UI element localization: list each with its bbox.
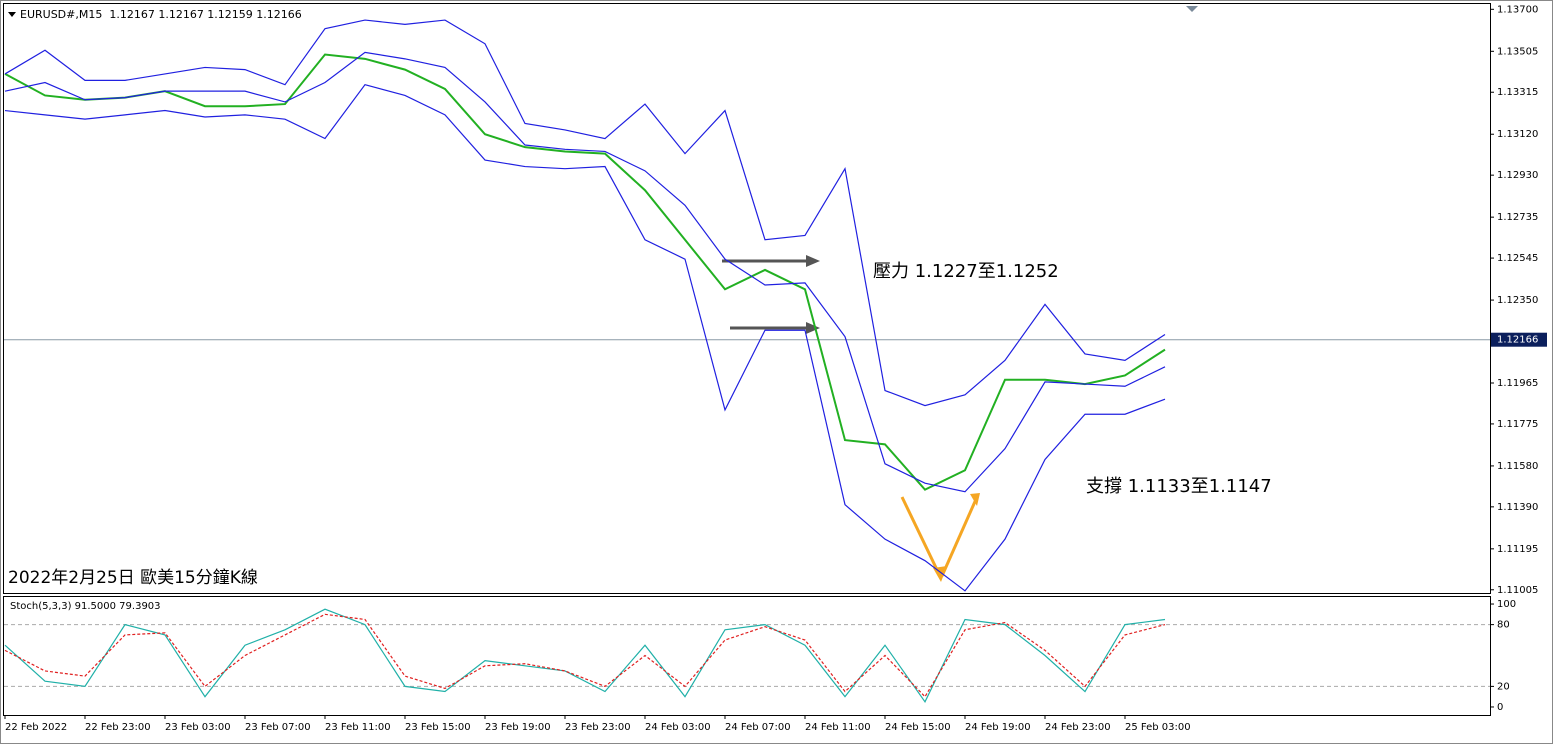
last-price-label: 1.12166 <box>1497 335 1538 346</box>
arrow-head <box>806 322 820 334</box>
x-tick-label: 23 Feb 23:00 <box>565 722 631 733</box>
x-tick-label: 23 Feb 07:00 <box>245 722 311 733</box>
y-tick-label: 1.11195 <box>1497 544 1538 555</box>
y-tick-label: 1.13120 <box>1497 129 1538 140</box>
resistance-arrows <box>722 255 820 334</box>
y-tick-label: 1.11390 <box>1497 502 1538 513</box>
x-tick-label: 24 Feb 23:00 <box>1045 722 1111 733</box>
series-line <box>4 608 1166 703</box>
resistance-note: 壓力 1.1227至1.1252 <box>873 261 1059 282</box>
x-tick-label: 23 Feb 11:00 <box>325 722 391 733</box>
arrow-head <box>806 255 820 267</box>
x-tick-label: 23 Feb 19:00 <box>485 722 551 733</box>
y-tick-label: 1.13315 <box>1497 87 1538 98</box>
y-tick-label: 80 <box>1497 620 1510 631</box>
chart-caption: 2022年2月25日 歐美15分鐘K線 <box>8 568 258 588</box>
x-tick-label: 24 Feb 19:00 <box>965 722 1031 733</box>
y-tick-label: 1.12930 <box>1497 170 1538 181</box>
x-tick-label: 24 Feb 07:00 <box>725 722 791 733</box>
x-tick-label: 24 Feb 11:00 <box>805 722 871 733</box>
x-tick-label: 23 Feb 03:00 <box>165 722 231 733</box>
support-note: 支撐 1.1133至1.1147 <box>1086 476 1272 497</box>
x-tick-label: 22 Feb 23:00 <box>85 722 151 733</box>
y-tick-label: 1.11580 <box>1497 461 1538 472</box>
y-tick-label: 1.11965 <box>1497 378 1538 389</box>
x-tick-label: 24 Feb 03:00 <box>645 722 711 733</box>
y-tick-label: 100 <box>1497 599 1516 610</box>
stoch-header: Stoch(5,3,3) 91.5000 79.3903 <box>10 601 161 612</box>
arrow-line <box>900 496 942 577</box>
y-tick-label: 1.13505 <box>1497 46 1538 57</box>
series-line <box>4 19 1166 407</box>
x-tick-label: 23 Feb 15:00 <box>405 722 471 733</box>
last-price-box <box>1491 332 1547 347</box>
x-tick-label: 22 Feb 2022 <box>5 722 67 733</box>
x-tick-label: 25 Feb 03:00 <box>1125 722 1191 733</box>
y-tick-label: 1.13700 <box>1497 4 1538 15</box>
symbol-menu <box>8 12 16 17</box>
y-tick-label: 1.12735 <box>1497 212 1538 223</box>
stoch-pane <box>3 596 1491 716</box>
arrow-head <box>970 493 980 506</box>
x-tick-label: 24 Feb 15:00 <box>885 722 951 733</box>
series-line <box>4 84 1166 592</box>
arrow-line <box>940 496 979 577</box>
y-tick-label: 1.11775 <box>1497 419 1538 430</box>
y-tick-label: 1.12545 <box>1497 253 1538 264</box>
y-tick-label: 1.12350 <box>1497 295 1538 306</box>
series-line <box>4 51 1166 493</box>
y-tick-label: 20 <box>1497 681 1510 692</box>
main-pane <box>3 3 1491 594</box>
y-tick-label: 1.11005 <box>1497 585 1538 596</box>
shift-marker <box>1186 6 1198 12</box>
series-line <box>4 53 1166 491</box>
price-header: EURUSD#,M15 1.12167 1.12167 1.12159 1.12… <box>20 8 302 21</box>
y-tick-label: 0 <box>1497 702 1503 713</box>
